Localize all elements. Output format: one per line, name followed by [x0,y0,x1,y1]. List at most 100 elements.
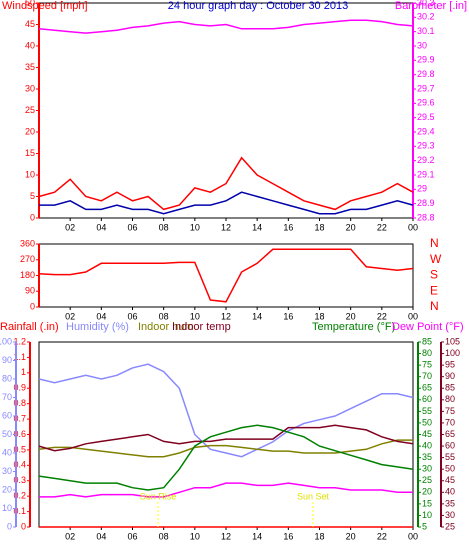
y-tick-label: 270 [20,254,35,264]
series-line [38,248,414,303]
x-tick-label: 02 [65,531,75,541]
y-tick-label: 20 [2,484,12,494]
x-tick-label: 20 [346,222,356,232]
y-tick-label: 35 [422,452,432,462]
y-tick-label: 70 [422,371,432,381]
x-tick-label: 14 [252,531,262,541]
y-tick-label: 0.4 [13,460,26,470]
y-tick-label: 90 [25,286,35,296]
y-tick-label: 80 [422,348,432,358]
x-tick-label: 14 [252,222,262,232]
x-tick-label: 08 [159,531,169,541]
y-tick-label: 50 [25,0,35,7]
x-tick-label: 14 [252,311,262,321]
y-tick-label: 25 [445,521,455,531]
series-line [38,439,413,458]
y-tick-label: 40 [445,487,455,497]
y-tick-label: 35 [25,62,35,72]
x-tick-label: 20 [346,311,356,321]
y-tick-label: 90 [2,355,12,365]
y-tick-label: 40 [25,40,35,50]
x-tick-label: 02 [65,311,75,321]
y-tick-label: 180 [20,270,35,280]
x-tick-label: 10 [190,531,200,541]
y-tick-label: 28.9 [417,198,435,208]
y-tick-label: 25 [422,475,432,485]
y-tick-label: 50 [445,464,455,474]
y-tick-label: 29.7 [417,83,435,93]
y-tick-label: 50 [2,429,12,439]
y-tick-label: N [430,236,439,250]
y-tick-label: 360 [20,238,35,248]
y-tick-label: 20 [25,126,35,136]
y-tick-label: 29 [417,184,427,194]
series-line [39,191,414,215]
header-text: 24 hour graph day : October 30 2013 [168,0,348,12]
x-tick-label: 12 [221,311,231,321]
x-tick-label: 10 [190,311,200,321]
y-tick-label: 0 [30,301,35,311]
annotation: Sun Set [297,491,330,501]
x-tick-label: 22 [377,222,387,232]
y-tick-label: 70 [445,417,455,427]
plot-area [38,243,414,308]
x-tick-label: 04 [96,222,106,232]
x-tick-label: 22 [377,311,387,321]
y-tick-label: 5 [30,191,35,201]
y-tick-label: 29.6 [417,98,435,108]
y-tick-label: 80 [445,394,455,404]
x-tick-label: 04 [96,531,106,541]
y-tick-label: 0.3 [13,475,26,485]
y-tick-label: 85 [445,383,455,393]
y-tick-label: 60 [422,394,432,404]
y-tick-label: 25 [25,105,35,115]
legend-entry: Temperature (°F) [312,321,395,333]
y-tick-label: 0.6 [13,429,26,439]
y-tick-label: 100 [445,348,460,358]
x-tick-label: 04 [96,311,106,321]
y-tick-label: 85 [422,336,432,346]
y-tick-label: 70 [2,392,12,402]
y-tick-label: 50 [422,417,432,427]
y-tick-label: 29.2 [417,155,435,165]
y-tick-label: 65 [422,383,432,393]
y-tick-label: 40 [422,440,432,450]
legend-entry: Indoor hum [138,321,194,333]
series-line [39,482,413,498]
y-tick-label: 29.9 [417,55,435,65]
y-tick-label: 45 [445,475,455,485]
y-tick-label: 0 [21,521,26,531]
y-tick-label: 15 [25,148,35,158]
y-tick-label: 29.5 [417,112,435,122]
series-line [38,19,414,34]
y-tick-label: 0 [30,212,35,222]
y-tick-label: 30 [422,464,432,474]
y-tick-label: 0.7 [13,413,26,423]
x-tick-label: 06 [127,311,137,321]
x-tick-label: 00 [408,222,418,232]
y-tick-label: 0 [7,521,12,531]
x-tick-label: 16 [283,311,293,321]
x-tick-label: 00 [408,311,418,321]
y-tick-label: 30.2 [417,12,435,22]
y-tick-label: 60 [2,410,12,420]
y-tick-label: W [430,252,442,266]
legend-entry: Indoor temp [172,321,231,333]
y-tick-label: 80 [2,373,12,383]
x-tick-label: 08 [159,311,169,321]
y-tick-label: 1 [21,367,26,377]
y-tick-label: 1.1 [13,352,26,362]
x-tick-label: 06 [127,531,137,541]
x-tick-label: 10 [190,222,200,232]
y-tick-label: S [430,268,438,282]
y-tick-label: 100 [0,336,12,346]
y-tick-label: 10 [422,510,432,520]
y-tick-label: 0.9 [13,383,26,393]
y-tick-label: 0.5 [13,444,26,454]
y-tick-label: 10 [25,169,35,179]
y-tick-label: 95 [445,360,455,370]
y-tick-label: 30.3 [417,0,435,7]
y-tick-label: 10 [2,503,12,513]
y-tick-label: 0.1 [13,506,26,516]
y-tick-label: 30.1 [417,26,435,36]
